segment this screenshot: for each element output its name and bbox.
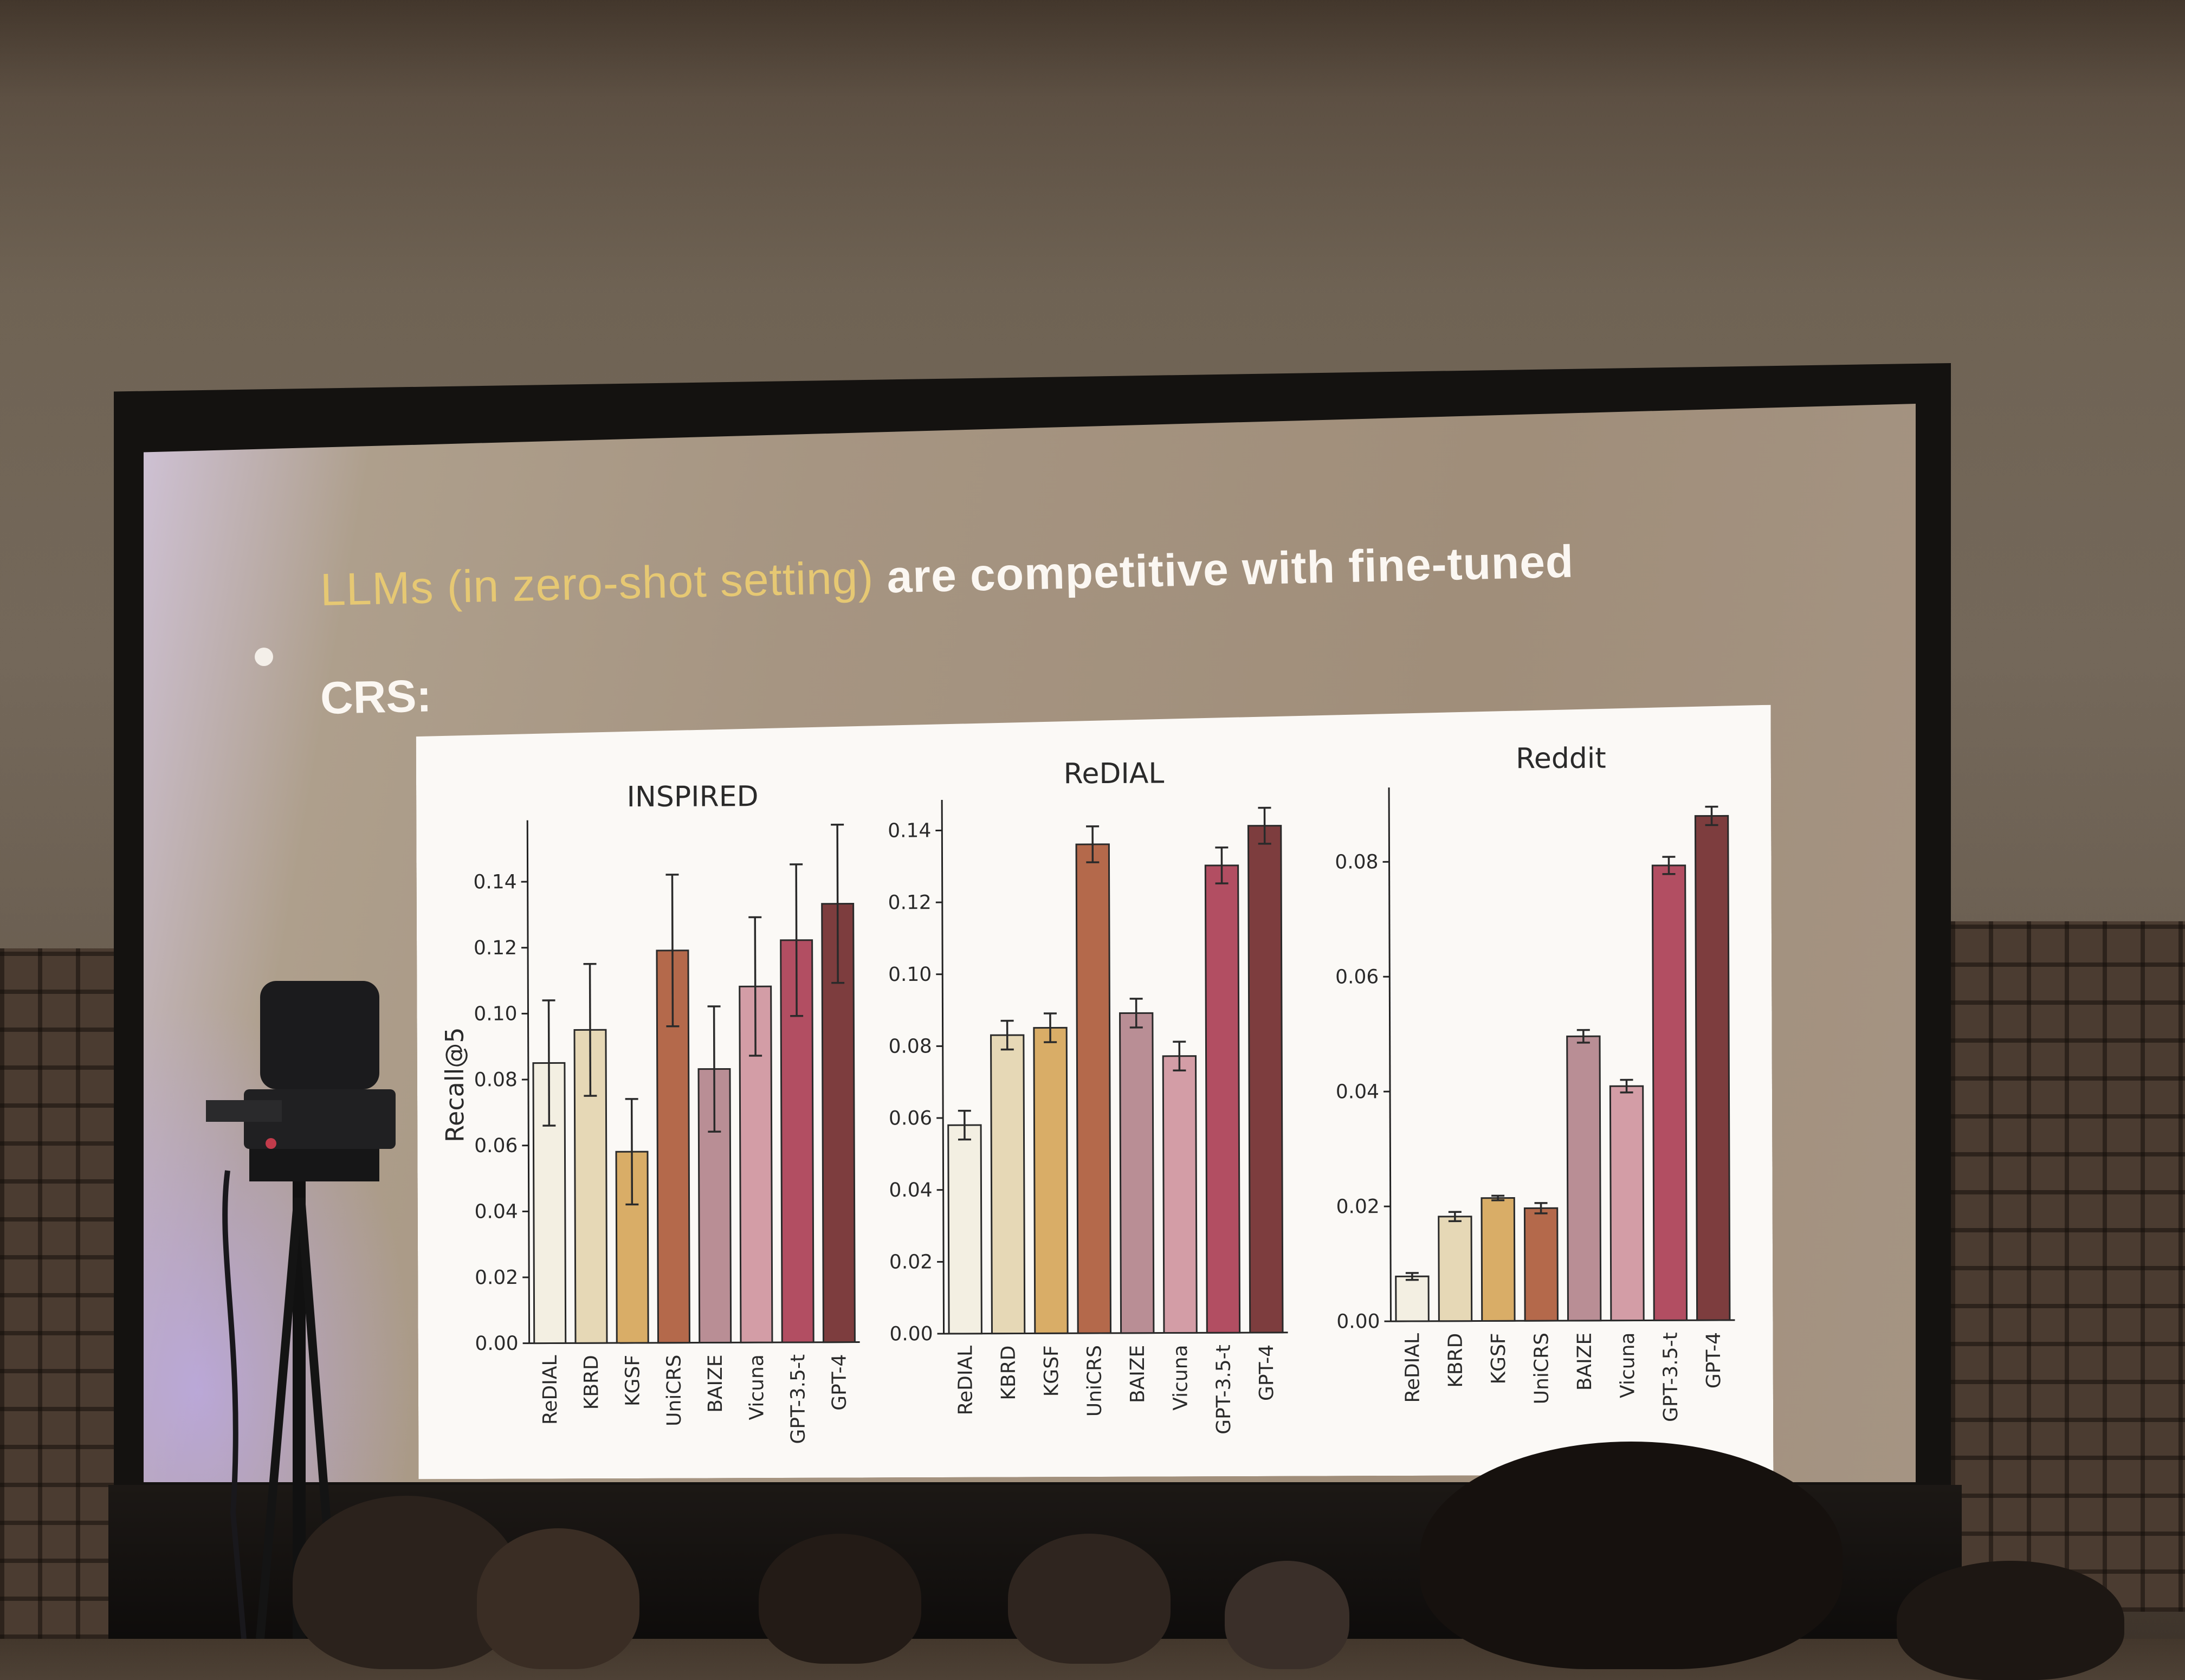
x-tick-label: GPT-3.5-t: [1659, 1332, 1682, 1422]
bar: [1524, 1208, 1557, 1321]
bar: [1610, 1086, 1644, 1321]
y-tick-label: 0.08: [474, 1069, 518, 1091]
bar: [1248, 826, 1283, 1333]
x-tick-label: Vicuna: [1617, 1332, 1639, 1398]
x-tick-label: UniCRS: [1530, 1333, 1553, 1404]
chart-title: INSPIRED: [627, 780, 759, 813]
y-tick-label: 0.00: [475, 1333, 518, 1355]
y-tick-label: 0.02: [889, 1251, 933, 1273]
y-tick-label: 0.02: [475, 1267, 518, 1289]
bar: [1695, 816, 1730, 1320]
error-bar: [837, 825, 838, 983]
y-tick-label: 0.04: [1336, 1081, 1379, 1103]
x-tick-label: GPT-4: [829, 1354, 851, 1411]
x-tick-label: KGSF: [1040, 1345, 1063, 1397]
bar-charts: INSPIRED 0.00 0.02 0.04 0.06 0.08 0.10 0.12 0.14…: [416, 705, 1774, 1479]
x-tick-label: KBRD: [998, 1345, 1020, 1400]
x-tick-label: UniCRS: [663, 1355, 686, 1426]
bullet-point: [255, 648, 273, 666]
x-tick-label: GPT-4: [1256, 1345, 1278, 1401]
x-tick-label: Vicuna: [1169, 1345, 1192, 1410]
error-bar: [796, 864, 797, 1016]
x-tick-label: KGSF: [622, 1355, 644, 1406]
y-tick-label: 0.04: [475, 1200, 518, 1223]
x-tick-label: ReDIAL: [539, 1355, 561, 1425]
y-axis: [527, 820, 529, 1343]
x-tick-label: GPT-3.5-t: [1213, 1345, 1236, 1435]
y-tick-label: 0.06: [474, 1135, 518, 1157]
x-tick-label: Vicuna: [746, 1354, 768, 1420]
y-tick-label: 0.08: [1335, 851, 1378, 873]
slide-bullet-text-line2: CRS:: [320, 669, 432, 725]
y-tick-label: 0.10: [888, 964, 932, 986]
error-bar: [590, 964, 591, 1096]
bar: [1034, 1028, 1068, 1333]
chart-panel: INSPIRED 0.00 0.02 0.04 0.06 0.08 0.10 0.12 0.14…: [416, 705, 1774, 1479]
bar: [1439, 1217, 1472, 1321]
y-axis: [1389, 787, 1391, 1321]
bar: [1120, 1013, 1154, 1333]
bar: [1567, 1036, 1601, 1321]
bar: [1652, 865, 1686, 1321]
x-tick-label: ReDIAL: [954, 1346, 977, 1416]
audience-head: [1897, 1561, 2124, 1680]
y-tick-label: 0.00: [889, 1323, 933, 1345]
bar: [948, 1125, 982, 1334]
audience-head: [759, 1534, 921, 1664]
audience-head: [1420, 1442, 1843, 1669]
bar: [1076, 844, 1110, 1333]
x-tick-label: ReDIAL: [1401, 1333, 1424, 1403]
y-tick-label: 0.10: [474, 1003, 517, 1025]
audience-head: [1008, 1534, 1171, 1664]
y-axis-label: Recall@5: [440, 1027, 470, 1142]
x-tick-label: KBRD: [1445, 1333, 1467, 1388]
x-tick-label: GPT-4: [1703, 1332, 1725, 1388]
y-tick-label: 0.14: [473, 871, 516, 893]
chart-title: ReDIAL: [1063, 758, 1164, 791]
x-tick-label: BAIZE: [1574, 1333, 1596, 1391]
y-tick-label: 0.08: [888, 1035, 932, 1057]
bar: [1396, 1276, 1429, 1321]
brick-wall-right: [1951, 921, 2185, 1612]
bar: [1482, 1198, 1515, 1321]
y-tick-label: 0.04: [889, 1179, 932, 1201]
x-tick-label: KBRD: [580, 1355, 603, 1410]
x-tick-label: BAIZE: [704, 1354, 727, 1413]
brick-wall-left: [0, 948, 125, 1639]
y-tick-label: 0.06: [889, 1107, 932, 1129]
bar: [1205, 865, 1239, 1333]
x-tick-label: BAIZE: [1127, 1345, 1149, 1404]
audience-head: [1225, 1561, 1349, 1669]
bar: [1163, 1056, 1197, 1333]
y-tick-label: 0.12: [888, 891, 932, 914]
error-bar: [714, 1006, 715, 1132]
y-tick-label: 0.02: [1336, 1196, 1380, 1218]
audience-head: [477, 1528, 639, 1669]
y-tick-label: 0.00: [1336, 1310, 1380, 1333]
error-bar: [549, 1000, 550, 1126]
chart-title: Reddit: [1516, 742, 1606, 776]
x-tick-label: UniCRS: [1083, 1345, 1106, 1417]
y-tick-label: 0.14: [888, 819, 931, 842]
x-tick-label: KGSF: [1488, 1333, 1510, 1384]
x-tick-label: GPT-3.5-t: [787, 1354, 810, 1444]
y-tick-label: 0.12: [474, 937, 517, 959]
bar: [991, 1035, 1025, 1334]
y-axis: [942, 800, 943, 1334]
error-bar: [672, 875, 673, 1026]
y-tick-label: 0.06: [1335, 966, 1379, 988]
